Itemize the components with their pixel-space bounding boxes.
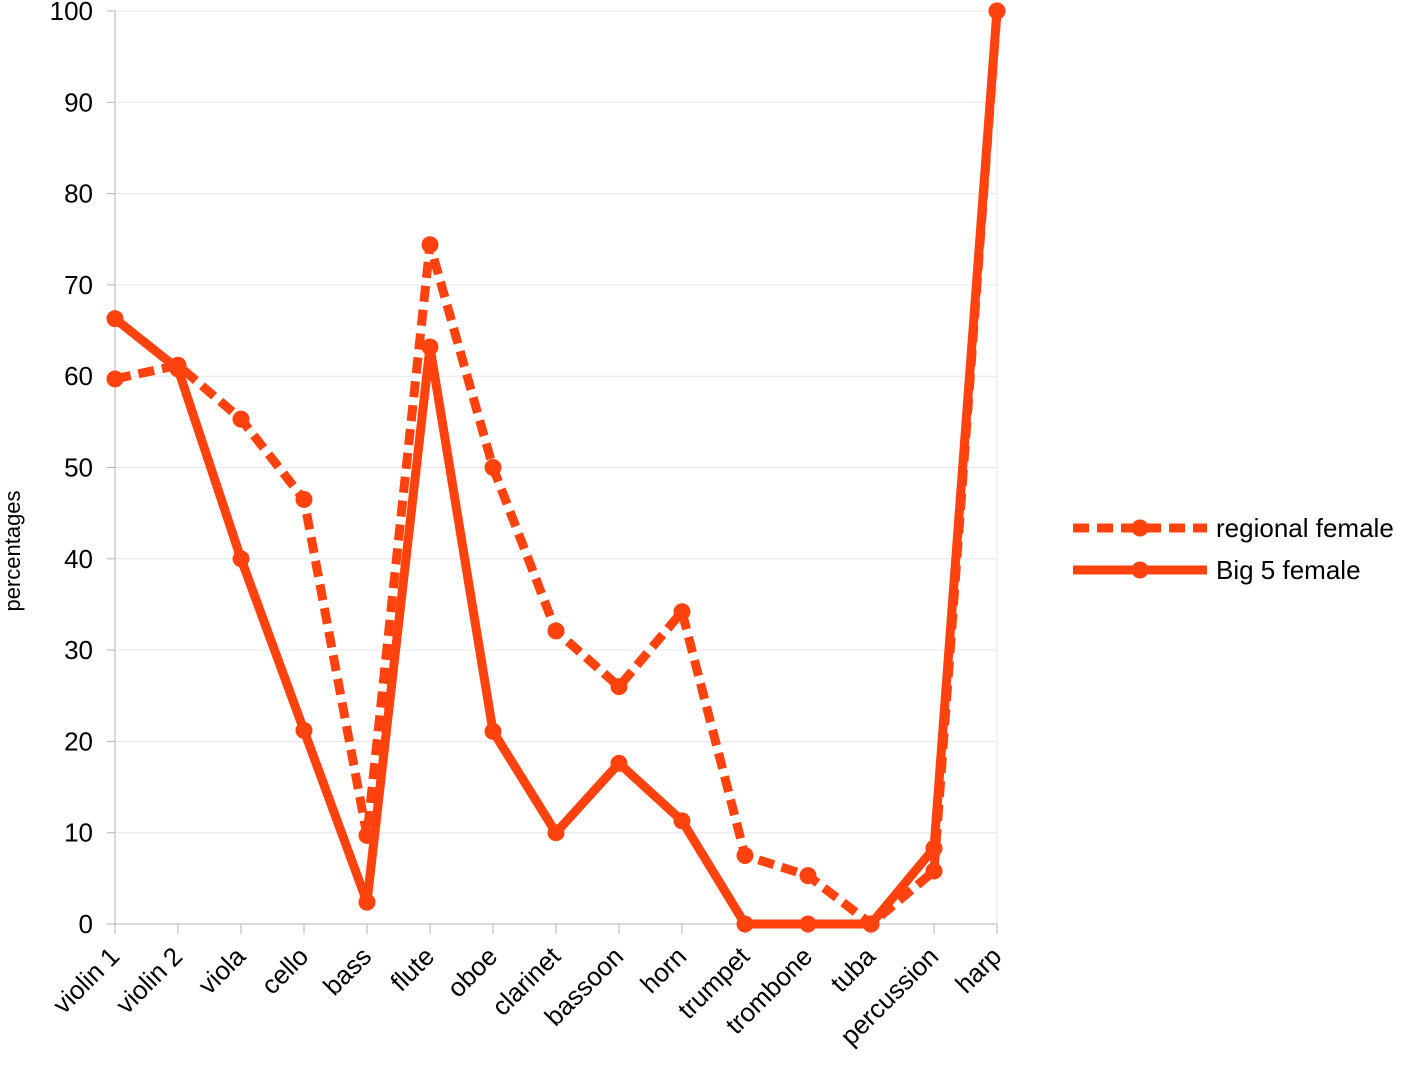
data-point	[232, 550, 250, 568]
data-point	[610, 754, 628, 772]
y-tick-label: 100	[50, 0, 93, 26]
legend-marker	[1131, 561, 1149, 579]
x-tick-label: harp	[949, 941, 1007, 999]
data-point	[169, 360, 187, 378]
y-tick-label: 10	[64, 818, 93, 848]
data-point	[988, 2, 1006, 20]
y-tick-label: 70	[64, 270, 93, 300]
x-tick-label: viola	[192, 941, 251, 1000]
data-point	[106, 310, 124, 328]
y-tick-label: 40	[64, 544, 93, 574]
legend: regional female Big 5 female	[1073, 513, 1394, 585]
data-point	[925, 839, 943, 857]
data-point	[736, 847, 754, 865]
y-tick-label: 60	[64, 361, 93, 391]
legend-item: regional female	[1073, 513, 1394, 543]
data-point	[106, 370, 124, 388]
series	[106, 2, 1006, 933]
y-tick-label: 90	[64, 87, 93, 117]
series-big-5-female	[106, 2, 1006, 933]
data-point	[547, 622, 565, 640]
data-point	[862, 915, 880, 933]
y-tick-label: 0	[79, 909, 93, 939]
legend-label: Big 5 female	[1216, 555, 1361, 585]
data-point	[799, 915, 817, 933]
y-tick-labels: 0 10 20 30 40 50 60 70 80 90 100	[50, 0, 93, 939]
data-point	[799, 867, 817, 885]
data-point	[925, 862, 943, 880]
x-tick-label: violin 2	[110, 941, 188, 1019]
data-point	[358, 893, 376, 911]
y-axis-title: percentages	[0, 490, 25, 611]
y-tick-label: 50	[64, 453, 93, 483]
data-point	[673, 812, 691, 830]
data-point	[295, 490, 313, 508]
data-point	[610, 678, 628, 696]
gridlines	[107, 10, 997, 925]
legend-marker	[1131, 519, 1149, 537]
data-point	[673, 603, 691, 621]
data-point	[232, 410, 250, 428]
x-tick-label: violin 1	[47, 941, 125, 1019]
data-point	[295, 721, 313, 739]
data-point	[484, 722, 502, 740]
data-point	[547, 824, 565, 842]
y-tick-label: 80	[64, 179, 93, 209]
legend-item: Big 5 female	[1073, 555, 1361, 585]
x-tick-label: tuba	[824, 941, 881, 998]
data-point	[421, 236, 439, 254]
data-point	[484, 459, 502, 476]
data-point	[421, 338, 439, 356]
data-point	[736, 915, 754, 933]
x-tick-label: cello	[255, 941, 314, 1000]
y-tick-label: 20	[64, 726, 93, 756]
y-tick-label: 30	[64, 635, 93, 665]
x-tick-label: bass	[317, 941, 377, 1001]
x-tick-label: flute	[384, 941, 440, 997]
legend-label: regional female	[1216, 513, 1394, 543]
